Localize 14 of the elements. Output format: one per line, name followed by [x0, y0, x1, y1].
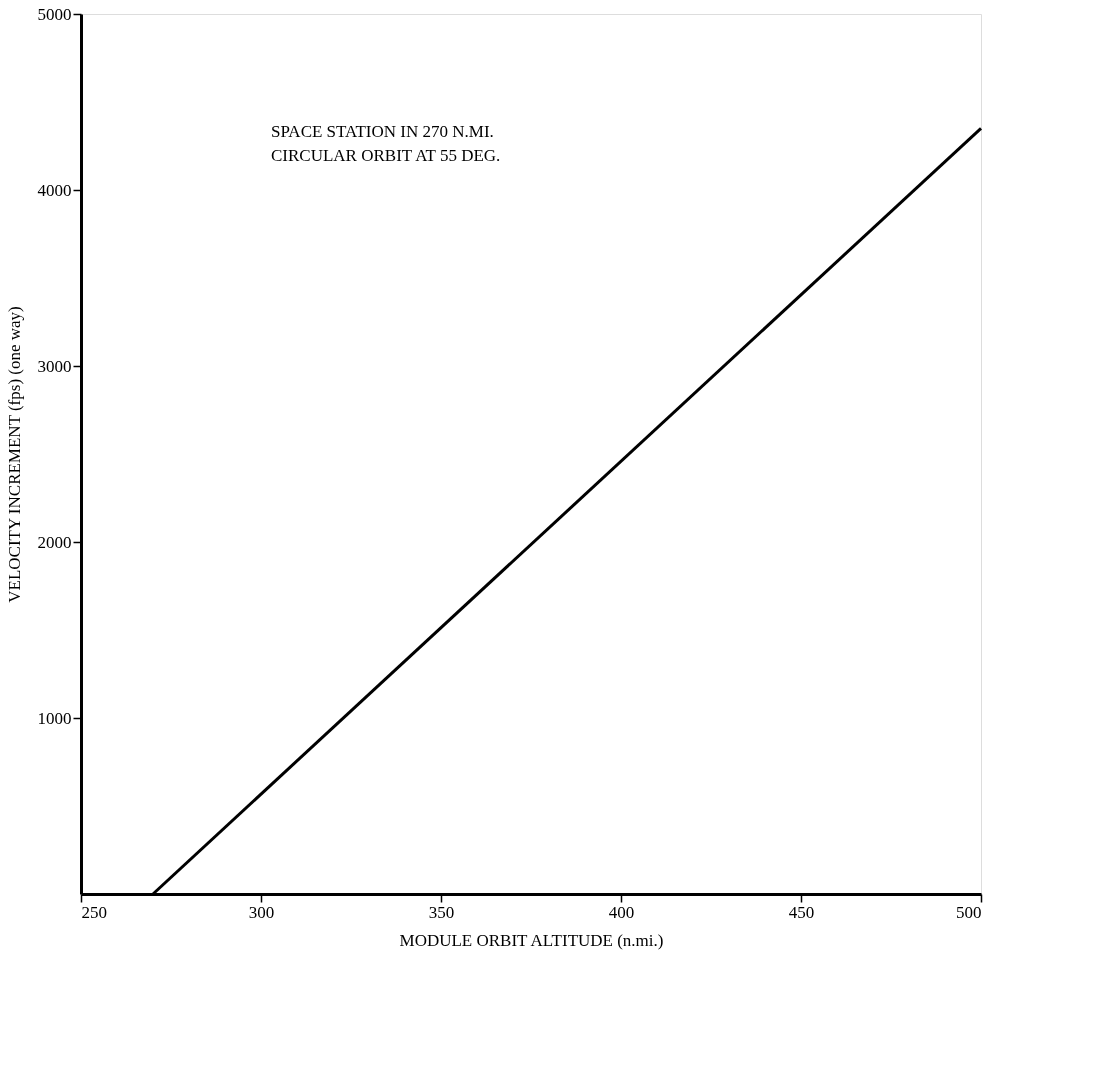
x-tick-label: 450	[788, 902, 815, 922]
y-tick-label: 1000	[37, 708, 72, 728]
x-tick-label: 400	[608, 902, 635, 922]
y-tick-label: 2000	[37, 532, 72, 552]
annotation: SPACE STATION IN 270 N.MI. CIRCULAR ORBIT AT 55 DEG.	[271, 122, 501, 165]
y-tick-label: 4000	[37, 180, 72, 200]
x-tick-label: 350	[428, 902, 455, 922]
y-axis-title: VELOCITY INCREMENT (fps) (one way)	[4, 306, 24, 603]
y-tick-label: 5000	[37, 4, 72, 24]
x-tick-label: 250	[81, 902, 107, 922]
y-tick-label: 3000	[37, 356, 72, 376]
x-tick-label: 300	[248, 902, 275, 922]
x-axis-title: MODULE ORBIT ALTITUDE (n.mi.)	[399, 930, 664, 950]
x-tick-label: 500	[956, 902, 982, 922]
